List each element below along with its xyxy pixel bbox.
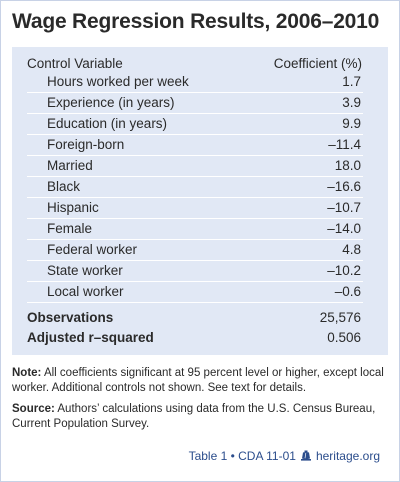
- stat-value: 25,576: [319, 310, 361, 325]
- table-row: Federal worker 4.8: [27, 240, 363, 261]
- title-band: Wage Regression Results, 2006–2010: [1, 1, 399, 47]
- row-value: 3.9: [342, 95, 361, 110]
- row-label: Hispanic: [47, 200, 99, 215]
- stat-row-adjusted-r-squared: Adjusted r–squared 0.506: [27, 329, 363, 349]
- table-reference: Table 1 • CDA 11-01: [188, 449, 296, 463]
- row-value: –14.0: [327, 221, 361, 236]
- table-row: Hispanic –10.7: [27, 198, 363, 219]
- note-label: Note:: [12, 367, 42, 379]
- stat-value: 0.506: [327, 330, 361, 345]
- source-paragraph: Source: Authors’ calculations using data…: [12, 402, 388, 432]
- table-row: Local worker –0.6: [27, 282, 363, 303]
- site-name: heritage.org: [315, 449, 380, 463]
- column-header-variable: Control Variable: [27, 56, 123, 71]
- stat-label: Observations: [27, 310, 114, 325]
- row-value: 9.9: [342, 116, 361, 131]
- row-label: Local worker: [47, 284, 124, 299]
- stat-label: Adjusted r–squared: [27, 330, 154, 345]
- source-label: Source:: [12, 403, 55, 415]
- row-value: –10.2: [327, 263, 361, 278]
- row-value: –16.6: [327, 179, 361, 194]
- row-value: –10.7: [327, 200, 361, 215]
- row-label: Federal worker: [47, 242, 138, 257]
- table-row: Female –14.0: [27, 219, 363, 240]
- table-row: Black –16.6: [27, 177, 363, 198]
- row-label: Female: [47, 221, 93, 236]
- table-row: State worker –10.2: [27, 261, 363, 282]
- row-value: –11.4: [328, 137, 361, 152]
- table-row: Experience (in years) 3.9: [27, 93, 363, 114]
- row-label: Hours worked per week: [47, 74, 189, 89]
- table-row: Foreign-born –11.4: [27, 135, 363, 156]
- row-value: 18.0: [334, 158, 361, 173]
- source-text: Authors’ calculations using data from th…: [12, 403, 376, 430]
- table-row: Hours worked per week 1.7: [27, 72, 363, 93]
- note-text: All coefficients significant at 95 perce…: [12, 367, 384, 394]
- column-header-coefficient: Coefficient (%): [273, 56, 362, 71]
- stat-row-observations: Observations 25,576: [27, 309, 363, 329]
- row-label: State worker: [47, 263, 123, 278]
- row-label: Education (in years): [47, 116, 168, 131]
- summary-stats: Observations 25,576 Adjusted r–squared 0…: [27, 309, 363, 349]
- page-title: Wage Regression Results, 2006–2010: [12, 10, 380, 33]
- row-value: –0.6: [334, 284, 361, 299]
- row-label: Black: [47, 179, 81, 194]
- table-row: Education (in years) 9.9: [27, 114, 363, 135]
- coefficient-table: Hours worked per week 1.7 Experience (in…: [27, 72, 363, 303]
- row-label: Foreign-born: [47, 137, 125, 152]
- footer-credit: Table 1 • CDA 11-01 heritage.org: [189, 449, 380, 463]
- notes-section: Note: All coefficients significant at 95…: [12, 366, 388, 438]
- row-value: 1.7: [342, 74, 361, 89]
- row-value: 4.8: [342, 242, 361, 257]
- note-paragraph: Note: All coefficients significant at 95…: [12, 366, 388, 396]
- table-panel: [12, 47, 388, 355]
- liberty-bell-icon: [300, 450, 312, 462]
- row-label: Married: [47, 158, 93, 173]
- table-row: Married 18.0: [27, 156, 363, 177]
- row-label: Experience (in years): [47, 95, 175, 110]
